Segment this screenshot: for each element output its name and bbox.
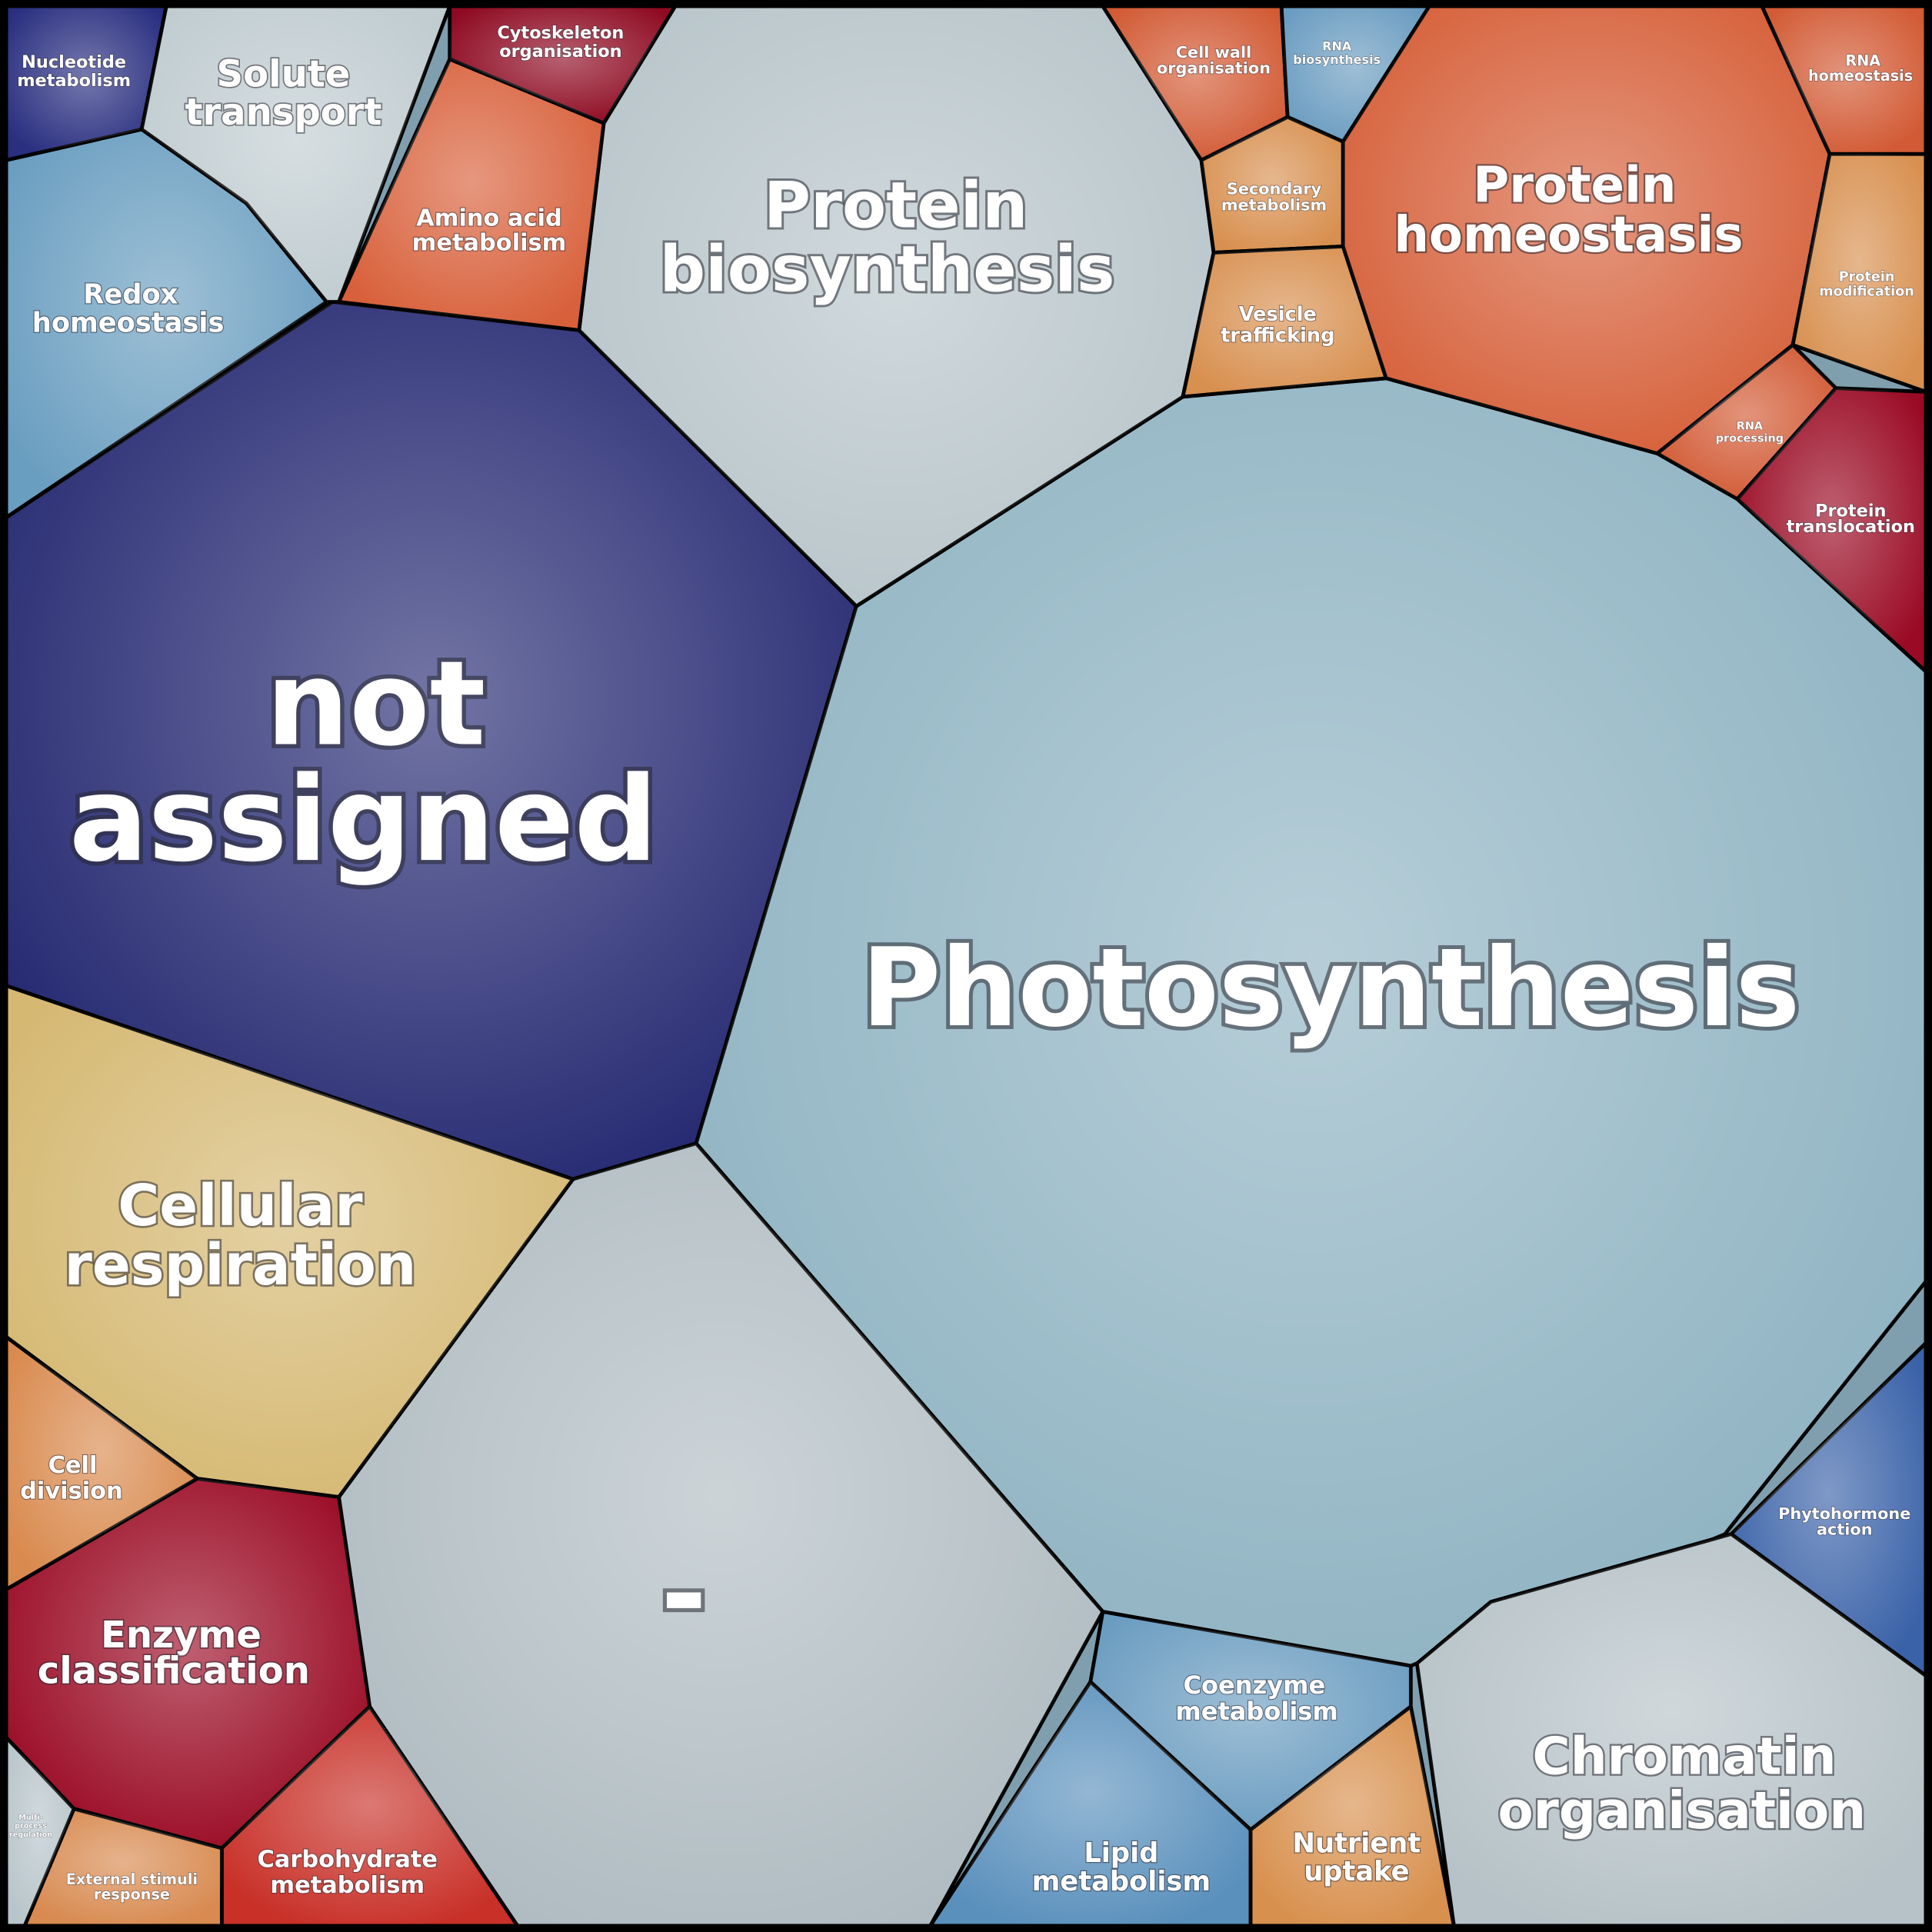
cell-label: regulation <box>9 1830 52 1839</box>
cell-label: assigned <box>69 751 658 888</box>
cell-shading <box>449 6 675 124</box>
cell-label: response <box>94 1885 170 1903</box>
cell-label: Protein <box>764 168 1028 242</box>
cell-label: homeostasis <box>1394 207 1743 264</box>
cell-shading <box>696 378 1926 1666</box>
cell-shading <box>6 985 573 1497</box>
cell-label: organisation <box>499 42 621 62</box>
cell-label: biosynthesis <box>660 232 1115 307</box>
cell-label: modification <box>1819 285 1914 300</box>
cell-label: Lipid <box>1084 1837 1158 1869</box>
cell-label: Vesicle <box>1239 303 1317 326</box>
cell-shading <box>338 58 604 331</box>
cell-shading <box>1730 1343 1926 1676</box>
cell-label: Amino acid <box>416 205 562 232</box>
cell-shading <box>1657 345 1837 499</box>
cell-shading <box>338 1143 1103 1926</box>
cell-label: Nucleotide <box>22 52 126 72</box>
cell-shading <box>1761 6 1926 155</box>
cell-label: RNA <box>1737 420 1764 432</box>
cell-shading <box>6 6 167 161</box>
cell-shading <box>1102 6 1288 161</box>
cell-label: Multi- <box>18 1814 43 1822</box>
cell-label: metabolism <box>1221 196 1327 215</box>
cell-label: Chromatin <box>1532 1726 1836 1786</box>
cell-label: Protein <box>1815 501 1886 521</box>
cell-label: Protein <box>1473 158 1676 215</box>
cell-label: Carbohydrate <box>258 1847 438 1874</box>
cell-label: homeostasis <box>1808 67 1913 85</box>
cell-label: respiration <box>64 1233 416 1298</box>
cell-label: Phytohormone <box>1778 1504 1910 1523</box>
cell-label: metabolism <box>270 1872 425 1899</box>
cell-shading <box>6 1737 75 1926</box>
cell-label: action <box>1817 1521 1873 1539</box>
cell-shading <box>1792 154 1926 392</box>
cell-shading <box>1417 1534 1926 1926</box>
cell-label: Enzyme <box>101 1614 261 1657</box>
cell-label: RNA <box>1322 38 1352 53</box>
cell-shading <box>25 1808 222 1926</box>
cell-label: processing <box>1716 432 1784 445</box>
cell-label: organisation <box>1497 1780 1866 1840</box>
cell-shading <box>1343 6 1830 454</box>
cell-shading <box>6 1337 198 1590</box>
cell-label: trafficking <box>1221 324 1334 347</box>
cell-label: metabolism <box>1175 1697 1337 1726</box>
cell-label: transport <box>185 91 381 134</box>
cell-label: External stimuli <box>66 1870 198 1888</box>
cell-label: Coenzyme <box>1184 1671 1326 1700</box>
cell-shading <box>578 6 1214 607</box>
cell-shading <box>222 1706 518 1926</box>
cell-label: metabolism <box>412 230 567 257</box>
cell-label: biosynthesis <box>1293 52 1381 67</box>
cell-shading <box>1182 246 1387 397</box>
cell-label: Redox <box>83 278 178 310</box>
cell-label: Photosynthesis <box>861 925 1800 1051</box>
cells: notassignedPhotosynthesis-Proteinbiosynt… <box>4 4 1928 1928</box>
cell-shading <box>1201 117 1344 253</box>
cell-label: Protein <box>1839 269 1895 285</box>
cell-label: Nutrient <box>1292 1827 1421 1859</box>
cell-label: division <box>20 1478 123 1505</box>
cell-shading <box>1090 1611 1411 1830</box>
cell-label: process <box>15 1822 47 1830</box>
cell-label: Cellular <box>118 1174 363 1239</box>
cell-shading <box>6 1478 370 1849</box>
cell-label: Cytoskeleton <box>497 23 624 43</box>
cell-label: Cell wall <box>1176 43 1251 62</box>
cell-label: uptake <box>1304 1856 1409 1887</box>
cell-label: metabolism <box>1032 1866 1211 1897</box>
cell-shading <box>1251 1706 1454 1926</box>
cell-label: Secondary <box>1227 180 1322 198</box>
cell-shading <box>1737 388 1926 672</box>
cell-label: metabolism <box>17 71 131 91</box>
cell-shading <box>142 6 450 302</box>
cell-label: translocation <box>1787 517 1915 537</box>
cell-label: not <box>266 635 486 771</box>
cell-shading <box>6 129 327 518</box>
cell-label: homeostasis <box>32 307 225 338</box>
cell-shading <box>1281 6 1430 142</box>
cell-shading <box>6 301 857 1180</box>
cell-label: Solute <box>217 52 351 95</box>
cell-label: - <box>661 1530 707 1659</box>
cell-shading <box>930 1681 1251 1926</box>
cell-label: Cell <box>48 1452 98 1479</box>
cell-label: organisation <box>1157 59 1271 78</box>
cell-label: classification <box>38 1650 310 1693</box>
cell-label: RNA <box>1845 52 1880 70</box>
